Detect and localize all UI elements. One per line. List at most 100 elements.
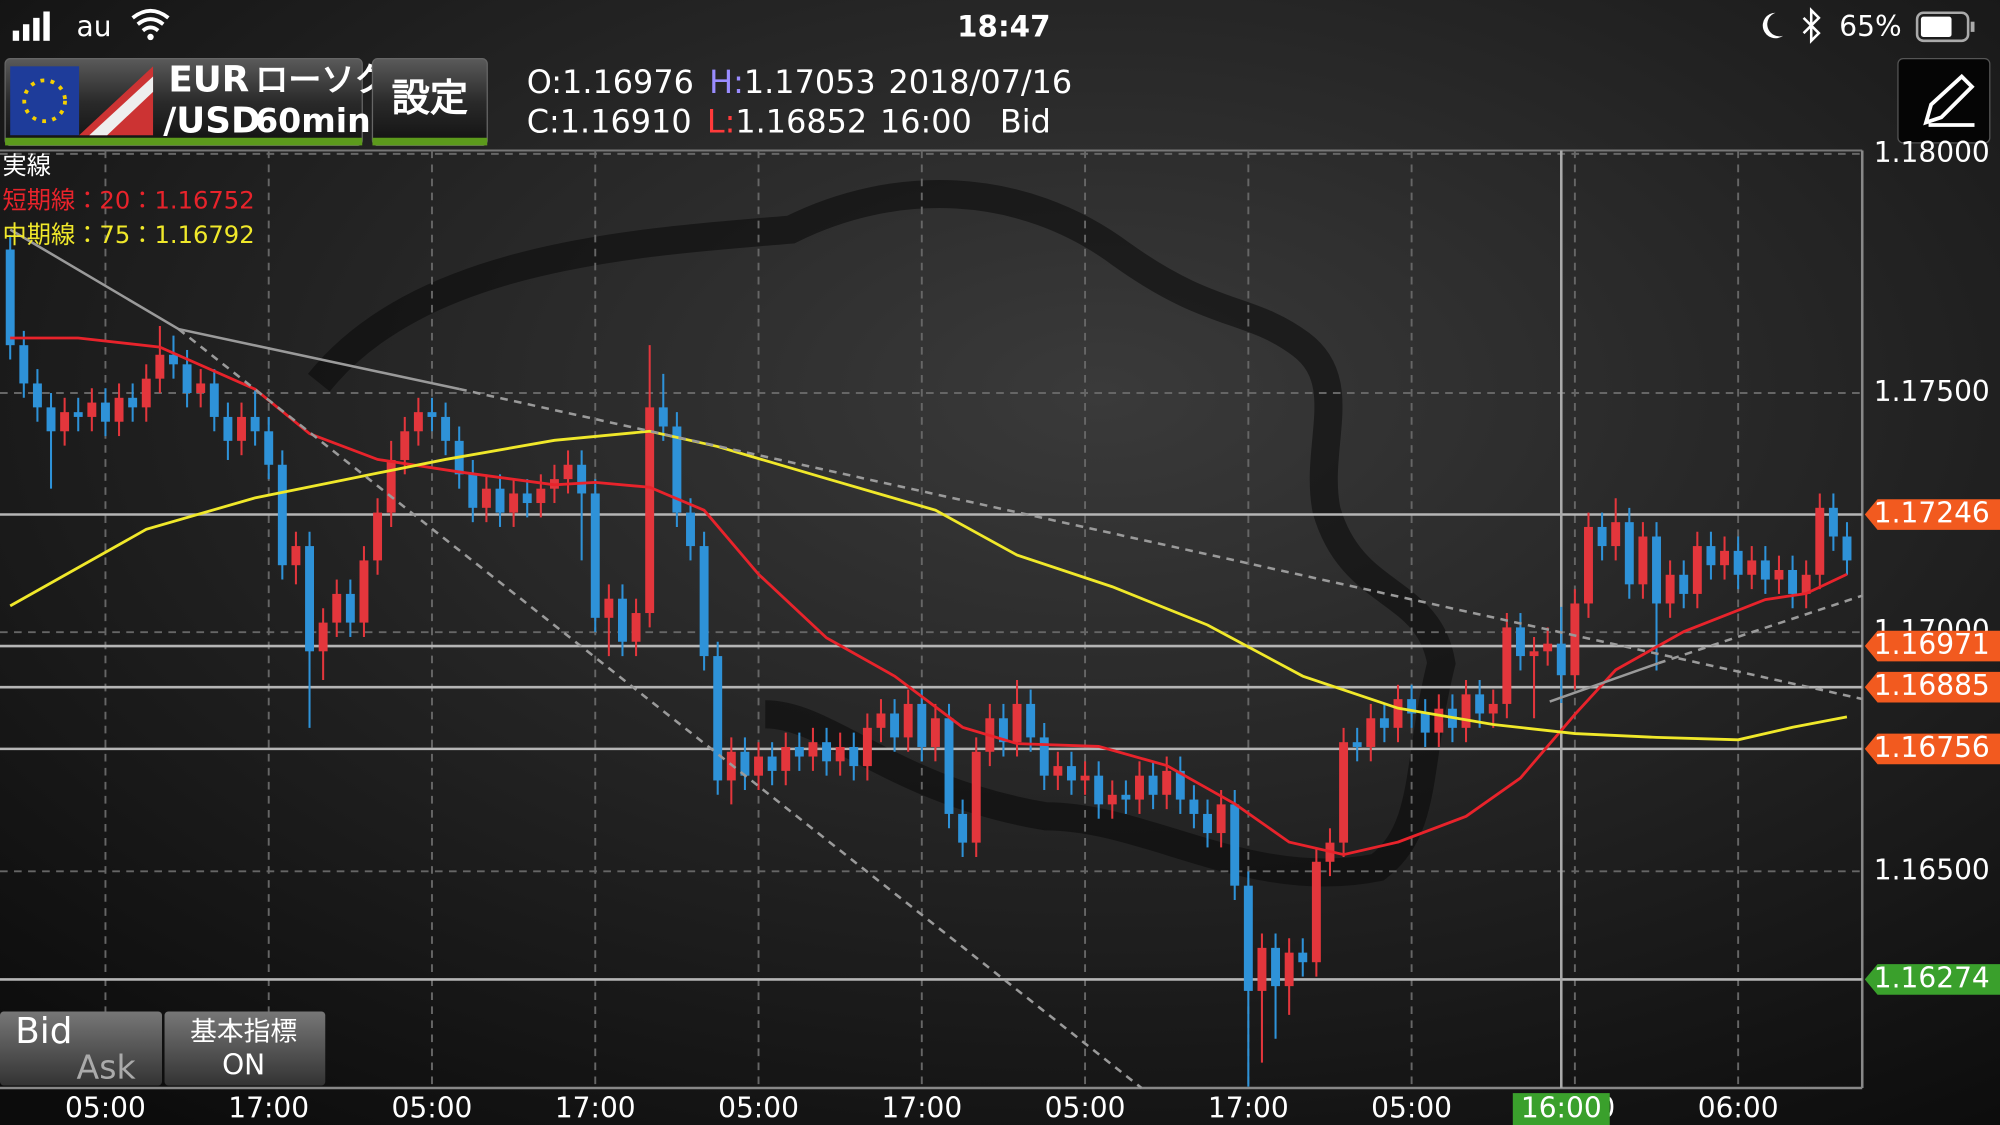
candle-body xyxy=(481,488,491,508)
price-tag-label: 1.16971 xyxy=(1874,628,1990,661)
candle-body xyxy=(1570,603,1580,676)
candle-body xyxy=(1611,522,1621,547)
wifi-icon xyxy=(147,33,154,41)
candle-body xyxy=(1012,703,1022,743)
candle-body xyxy=(794,746,804,757)
candle-body xyxy=(890,713,900,738)
candle-body xyxy=(1407,699,1417,714)
draw-button-bg[interactable] xyxy=(1897,58,1991,144)
candle-body xyxy=(1529,651,1539,657)
ma-line xyxy=(9,429,1848,742)
info-value: 1.16852 xyxy=(735,103,867,141)
indicator-button[interactable]: 基本指標 ON xyxy=(164,1011,326,1086)
candle-body xyxy=(169,354,178,365)
candle-body xyxy=(1175,770,1185,800)
bid-ask-button[interactable]: Bid Ask xyxy=(0,1011,162,1086)
carrier: au xyxy=(77,10,112,43)
candle-body xyxy=(1502,627,1512,704)
candle-body xyxy=(1828,507,1838,537)
candle-body xyxy=(128,397,138,408)
candle-body xyxy=(46,407,56,432)
candle-body xyxy=(1665,574,1675,604)
candle-body xyxy=(1284,952,1294,987)
indicator-label: 基本指標 xyxy=(190,1017,297,1048)
price-tag xyxy=(1864,630,2000,662)
candle-body xyxy=(277,464,287,566)
candle-body xyxy=(1080,775,1090,781)
price-tag-label: 1.16274 xyxy=(1874,961,1990,994)
candle-body xyxy=(318,622,328,652)
candle-body xyxy=(182,364,192,394)
candle-body xyxy=(237,416,246,441)
candle-body xyxy=(1148,775,1158,795)
candle-body xyxy=(1801,574,1811,594)
candle-body xyxy=(1652,536,1661,604)
y-tick-label: 1.16500 xyxy=(1874,853,1990,886)
candle-body xyxy=(1434,708,1444,733)
info-side: Bid xyxy=(1000,103,1051,141)
indicator-bg[interactable] xyxy=(164,1011,326,1086)
ask-label: Ask xyxy=(77,1047,137,1086)
candle-body xyxy=(1257,947,1267,991)
candle-body xyxy=(427,412,437,417)
price-tag xyxy=(1864,733,2000,765)
bid-ask-bg[interactable] xyxy=(0,1011,162,1086)
candle-body xyxy=(155,354,165,379)
candle-body xyxy=(305,546,314,652)
battery-tip xyxy=(1970,21,1975,32)
candle-body xyxy=(903,703,913,738)
price-tag-label: 1.16756 xyxy=(1874,731,1990,764)
clock: 18:47 xyxy=(957,10,1050,44)
candle-body xyxy=(522,493,532,504)
candle-body xyxy=(1692,546,1702,594)
price-tag-label: 1.16885 xyxy=(1874,669,1990,702)
candle-body xyxy=(1162,770,1172,795)
candle-body xyxy=(1488,703,1498,714)
candle-body xyxy=(141,378,151,408)
indicator-state: ON xyxy=(222,1048,265,1081)
candle-body xyxy=(944,718,954,814)
candle-body xyxy=(808,742,818,757)
candle-body xyxy=(862,727,872,767)
price-tag xyxy=(1864,964,2000,995)
candle-body xyxy=(536,488,546,504)
info-date: 2018/07/16 xyxy=(888,63,1072,101)
candle-body xyxy=(1216,804,1226,834)
info-time: 16:00 xyxy=(880,103,972,141)
candle-body xyxy=(509,493,519,513)
signal-bar xyxy=(43,11,50,41)
watermark xyxy=(307,180,1456,887)
x-tick-label: 05:00 xyxy=(1045,1092,1126,1125)
candle-body xyxy=(1066,766,1076,781)
candle-body xyxy=(1094,775,1104,805)
candle-body xyxy=(1556,643,1566,676)
candle-body xyxy=(468,474,478,508)
candle-body xyxy=(359,560,369,623)
candle-body xyxy=(332,593,342,623)
battery-level: 65% xyxy=(1839,10,1901,43)
candle-body xyxy=(1339,742,1349,843)
marks xyxy=(0,150,1863,1089)
candle-body xyxy=(1774,569,1784,580)
candle-body xyxy=(100,402,110,422)
settings-button[interactable]: 設定 xyxy=(371,58,488,147)
candle-body xyxy=(618,598,627,642)
candle-body xyxy=(604,598,614,618)
pair-button[interactable]: EUR ローソク /USD 60min xyxy=(4,58,388,147)
candle-body xyxy=(1543,643,1553,652)
legend-entry: 短期線：20：1.16752 xyxy=(3,187,255,215)
candle-body xyxy=(1679,574,1689,594)
candle-body xyxy=(223,416,233,441)
ma-line xyxy=(10,336,1848,857)
draw-button[interactable] xyxy=(1897,58,1991,144)
candle-body xyxy=(441,416,451,441)
candle-body xyxy=(19,345,29,384)
eu-flag xyxy=(10,66,80,136)
battery-icon xyxy=(1915,11,1970,43)
candle-body xyxy=(1733,550,1743,575)
candle-body xyxy=(577,464,587,494)
info-label: C: xyxy=(527,103,560,141)
